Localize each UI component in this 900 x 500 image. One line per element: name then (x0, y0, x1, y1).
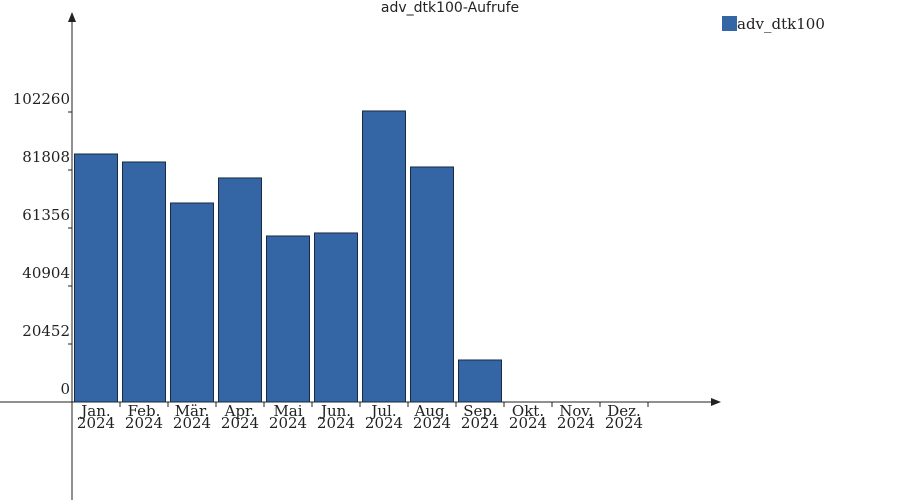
x-tick-label: Apr. (224, 402, 256, 420)
x-tick-label: 2024 (125, 414, 163, 432)
y-tick-label: 102260 (13, 90, 70, 108)
x-tick-label: 2024 (461, 414, 499, 432)
x-tick-label: Aug. (414, 402, 450, 420)
x-tick-label: 2024 (365, 414, 403, 432)
bar (458, 359, 502, 403)
y-tick-label: 40904 (22, 264, 70, 282)
x-tick-label: 2024 (605, 414, 643, 432)
bar (314, 232, 358, 403)
y-axis-arrow (68, 12, 76, 22)
chart-title: adv_dtk100-Aufrufe (381, 0, 519, 16)
bar (170, 202, 214, 403)
x-tick-label: Mär. (175, 402, 210, 420)
y-tick-label: 20452 (22, 322, 70, 340)
bar (266, 235, 310, 403)
bar (218, 177, 262, 403)
x-tick-label: Jul. (369, 402, 396, 420)
x-tick-label: 2024 (509, 414, 547, 432)
x-tick-label: Nov. (559, 402, 593, 420)
y-tick-label: 61356 (22, 206, 70, 224)
x-tick-label: 2024 (77, 414, 115, 432)
legend-label: adv_dtk100 (737, 15, 825, 33)
bar (74, 153, 118, 403)
x-tick-label: Feb. (128, 402, 161, 420)
legend-swatch (722, 16, 737, 31)
x-tick-label: 2024 (413, 414, 451, 432)
y-tick-label: 0 (60, 380, 70, 398)
x-tick-label: 2024 (269, 414, 307, 432)
y-tick-label: 81808 (22, 148, 70, 166)
x-tick-label: Dez. (607, 402, 641, 420)
x-tick-label: 2024 (557, 414, 595, 432)
x-tick-label: 2024 (173, 414, 211, 432)
x-tick-label: 2024 (221, 414, 259, 432)
x-tick-label: Sep. (463, 402, 497, 420)
bar (122, 161, 166, 403)
x-axis-arrow (711, 398, 721, 406)
x-tick-label: Mai (273, 402, 302, 420)
bar (362, 110, 406, 403)
x-tick-label: Jun. (319, 402, 351, 420)
x-tick-label: Okt. (512, 402, 544, 420)
x-tick-label: Jan. (79, 402, 110, 420)
x-tick-label: 2024 (317, 414, 355, 432)
bar (410, 166, 454, 403)
